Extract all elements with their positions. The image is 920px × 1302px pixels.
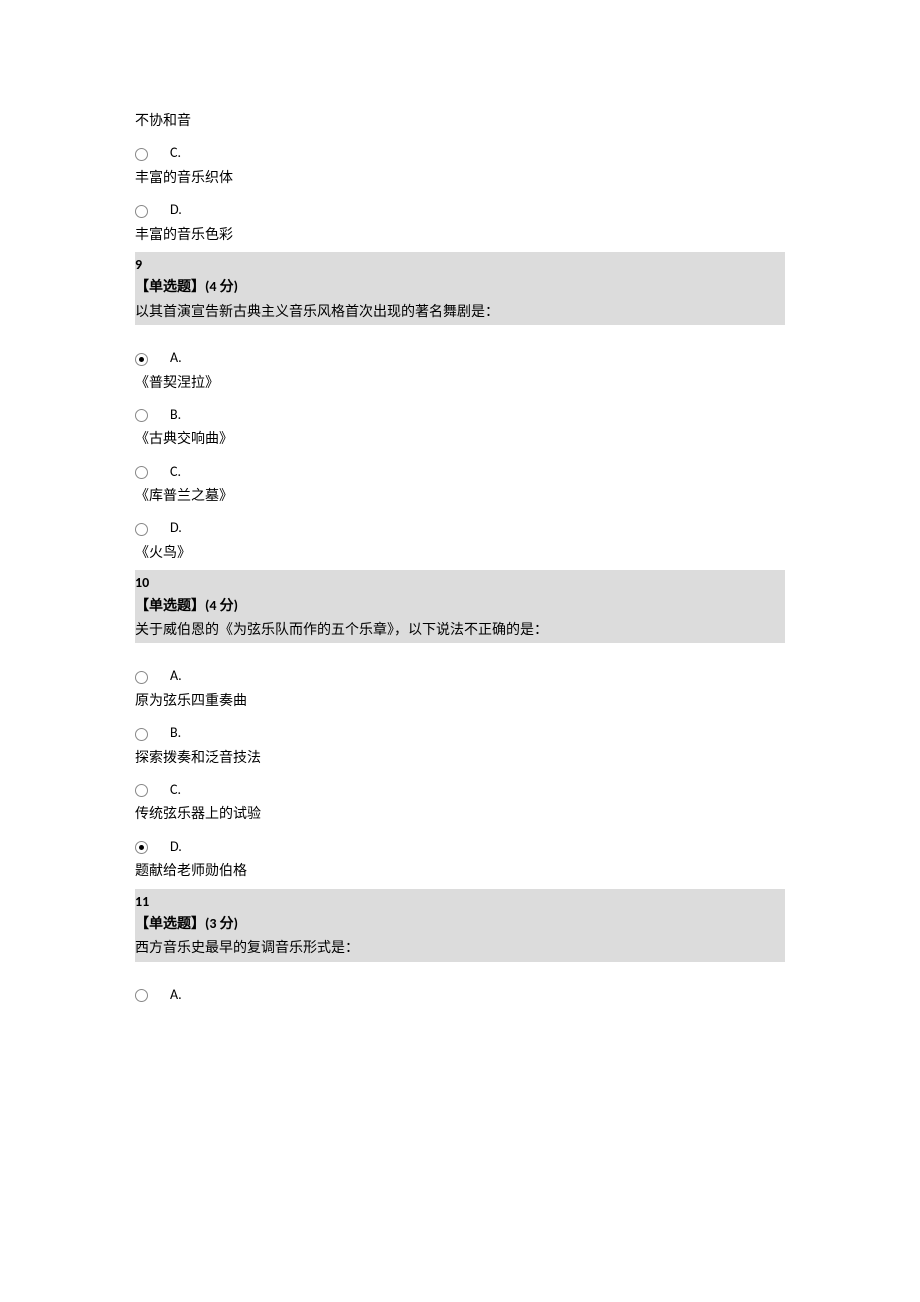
q8-option-b-text: 不协和音 (135, 110, 785, 132)
q8-option-d-letter: D. (170, 199, 182, 221)
radio-icon[interactable] (135, 205, 148, 218)
q11-option-a-letter: A. (170, 984, 182, 1006)
q9-text: 以其首演宣告新古典主义音乐风格首次出现的著名舞剧是： (135, 301, 785, 323)
q8-option-c-text: 丰富的音乐织体 (135, 167, 785, 189)
q9-option-b-row: B. (135, 400, 785, 426)
q9-header: 9 【单选题】(4 分) 以其首演宣告新古典主义音乐风格首次出现的著名舞剧是： (135, 252, 785, 325)
q10-option-b-row: B. (135, 718, 785, 744)
q9-type: 【单选题】(4 分) (135, 276, 785, 298)
q10-text: 关于威伯恩的《为弦乐队而作的五个乐章》，以下说法不正确的是： (135, 619, 785, 641)
q9-points-unit: 分 (216, 278, 233, 295)
q9-body: A. 《普契涅拉》 B. 《古典交响曲》 C. 《库普兰之墓》 D. 《火鸟》 (135, 325, 785, 564)
q8-option-d-row: D. (135, 195, 785, 221)
q8-option-c-row: C. (135, 138, 785, 164)
q9-option-a-text: 《普契涅拉》 (135, 372, 785, 394)
q11-type: 【单选题】(3 分) (135, 913, 785, 935)
q11-option-a-row: A. (135, 980, 785, 1006)
q11-header: 11 【单选题】(3 分) 西方音乐史最早的复调音乐形式是： (135, 889, 785, 962)
q9-number: 9 (135, 254, 785, 276)
q10-option-a-text: 原为弦乐四重奏曲 (135, 690, 785, 712)
q11-points-close: ) (234, 915, 238, 932)
q9-option-d-letter: D. (170, 517, 182, 539)
q10-option-b-letter: B. (170, 722, 181, 744)
q10-option-a-row: A. (135, 661, 785, 687)
q9-option-c-letter: C. (170, 461, 181, 483)
q10-option-a-letter: A. (170, 665, 182, 687)
q10-option-c-row: C. (135, 775, 785, 801)
q9-option-a-letter: A. (170, 347, 182, 369)
radio-icon[interactable] (135, 148, 148, 161)
q10-option-d-row: D. (135, 832, 785, 858)
radio-icon[interactable] (135, 671, 148, 684)
q9-points-close: ) (234, 278, 238, 295)
q8-option-d-text: 丰富的音乐色彩 (135, 224, 785, 246)
q10-type: 【单选题】(4 分) (135, 595, 785, 617)
q9-option-b-letter: B. (170, 404, 181, 426)
q9-option-d-text: 《火鸟》 (135, 542, 785, 564)
q9-option-c-text: 《库普兰之墓》 (135, 485, 785, 507)
q9-option-b-text: 《古典交响曲》 (135, 428, 785, 450)
q11-text: 西方音乐史最早的复调音乐形式是： (135, 937, 785, 959)
q11-type-prefix: 【单选题】 (135, 915, 205, 932)
q11-points-unit: 分 (216, 915, 233, 932)
q11-body: A. (135, 962, 785, 1006)
q9-option-c-row: C. (135, 457, 785, 483)
q10-header: 10 【单选题】(4 分) 关于威伯恩的《为弦乐队而作的五个乐章》，以下说法不正… (135, 570, 785, 643)
q10-type-prefix: 【单选题】 (135, 597, 205, 614)
q9-type-prefix: 【单选题】 (135, 278, 205, 295)
q10-points-unit: 分 (216, 597, 233, 614)
q10-option-c-text: 传统弦乐器上的试验 (135, 803, 785, 825)
q8-option-c-letter: C. (170, 142, 181, 164)
radio-icon[interactable] (135, 989, 148, 1002)
q10-number: 10 (135, 572, 785, 594)
q10-option-d-text: 题献给老师勋伯格 (135, 860, 785, 882)
q9-option-d-row: D. (135, 513, 785, 539)
radio-icon[interactable] (135, 466, 148, 479)
radio-icon[interactable] (135, 728, 148, 741)
q10-points-close: ) (234, 597, 238, 614)
q10-option-c-letter: C. (170, 779, 181, 801)
q10-option-b-text: 探索拨奏和泛音技法 (135, 747, 785, 769)
radio-icon[interactable] (135, 353, 148, 366)
radio-icon[interactable] (135, 409, 148, 422)
radio-icon[interactable] (135, 841, 148, 854)
radio-icon[interactable] (135, 523, 148, 536)
q11-number: 11 (135, 891, 785, 913)
q9-option-a-row: A. (135, 343, 785, 369)
q10-body: A. 原为弦乐四重奏曲 B. 探索拨奏和泛音技法 C. 传统弦乐器上的试验 D.… (135, 643, 785, 882)
radio-icon[interactable] (135, 784, 148, 797)
q10-option-d-letter: D. (170, 836, 182, 858)
